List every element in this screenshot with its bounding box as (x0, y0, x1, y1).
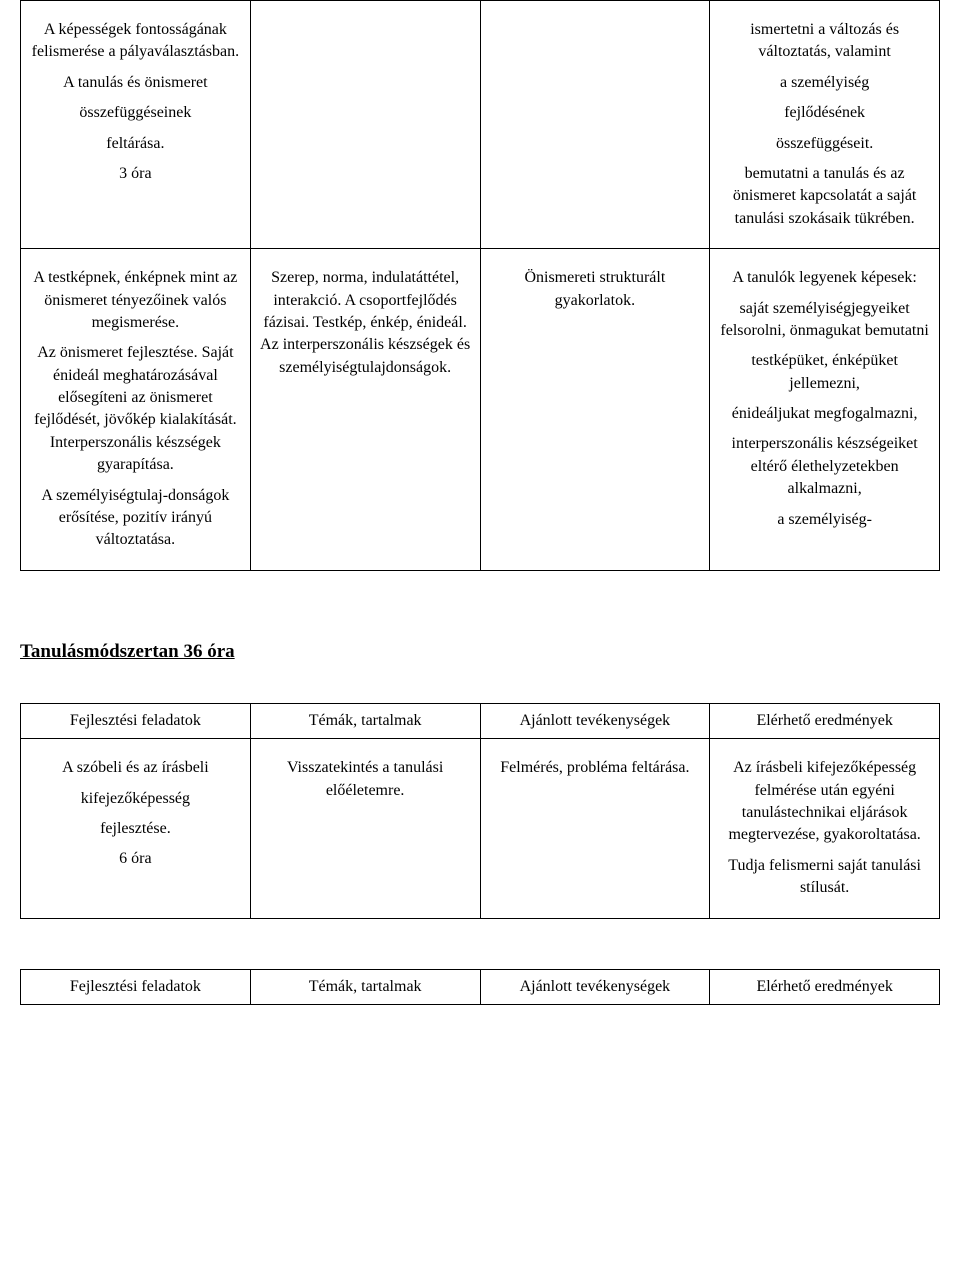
para: 3 óra (27, 163, 244, 185)
table-header-row: Fejlesztési feladatok Témák, tartalmak A… (21, 703, 940, 738)
section-heading: Tanulásmódszertan 36 óra (20, 641, 940, 663)
col-header-topics: Témák, tartalmak (250, 969, 480, 1004)
col-header-outcomes: Elérhető eredmények (710, 703, 940, 738)
para: Tudja felismerni saját tanulási stílusát… (716, 855, 933, 900)
para: Visszatekintés a tanulási előéletemre. (257, 757, 474, 802)
cell-outcomes: ismertetni a változás és változtatás, va… (710, 1, 940, 249)
para: A képességek fontosságának felismerése a… (27, 19, 244, 64)
cell-activities: Felmérés, probléma feltárása. (480, 739, 710, 918)
spacer (20, 919, 940, 969)
para: a személyiség- (716, 509, 933, 531)
para: testképüket, énképüket jellemezni, (716, 350, 933, 395)
page-container: A képességek fontosságának felismerése a… (0, 0, 960, 1267)
cell-outcomes: Az írásbeli kifejezőképesség felmérése u… (710, 739, 940, 918)
para: A tanulók legyenek képesek: (716, 267, 933, 289)
cell-outcomes: A tanulók legyenek képesek: saját személ… (710, 249, 940, 571)
para: Szerep, norma, indulatáttétel, interakci… (257, 267, 474, 379)
col-header-outcomes: Elérhető eredmények (710, 969, 940, 1004)
para: A testképnek, énképnek mint az önismeret… (27, 267, 244, 334)
col-header-tasks: Fejlesztési feladatok (21, 969, 251, 1004)
curriculum-table-1: A képességek fontosságának felismerése a… (20, 0, 940, 571)
table-row: A testképnek, énképnek mint az önismeret… (21, 249, 940, 571)
cell-empty (250, 1, 480, 249)
col-header-tasks: Fejlesztési feladatok (21, 703, 251, 738)
cell-topics: Visszatekintés a tanulási előéletemre. (250, 739, 480, 918)
para: feltárása. (27, 133, 244, 155)
para: fejlődésének (716, 102, 933, 124)
cell-activities: Önismereti strukturált gyakorlatok. (480, 249, 710, 571)
para: A személyiségtulaj-donságok erősítése, p… (27, 485, 244, 552)
para: interperszonális készségeiket eltérő éle… (716, 433, 933, 500)
para: a személyiség (716, 72, 933, 94)
para: bemutatni a tanulás és az önismeret kapc… (716, 163, 933, 230)
para: Az önismeret fejlesztése. Saját énideál … (27, 342, 244, 476)
table-row: A szóbeli és az írásbeli kifejezőképessé… (21, 739, 940, 918)
cell-topics: Szerep, norma, indulatáttétel, interakci… (250, 249, 480, 571)
para: kifejezőképesség (27, 788, 244, 810)
para: saját személyiségjegyeiket felsorolni, ö… (716, 298, 933, 343)
para: Az írásbeli kifejezőképesség felmérése u… (716, 757, 933, 847)
para: 6 óra (27, 848, 244, 870)
cell-objectives: A testképnek, énképnek mint az önismeret… (21, 249, 251, 571)
table-row: A képességek fontosságának felismerése a… (21, 1, 940, 249)
para: összefüggéseit. (716, 133, 933, 155)
para: A tanulás és önismeret (27, 72, 244, 94)
para: összefüggéseinek (27, 102, 244, 124)
para: Felmérés, probléma feltárása. (487, 757, 704, 779)
para: A szóbeli és az írásbeli (27, 757, 244, 779)
cell-objectives: A képességek fontosságának felismerése a… (21, 1, 251, 249)
curriculum-table-2: Fejlesztési feladatok Témák, tartalmak A… (20, 703, 940, 919)
col-header-topics: Témák, tartalmak (250, 703, 480, 738)
col-header-activities: Ajánlott tevékenységek (480, 703, 710, 738)
table-header-row: Fejlesztési feladatok Témák, tartalmak A… (21, 969, 940, 1004)
cell-tasks: A szóbeli és az írásbeli kifejezőképessé… (21, 739, 251, 918)
col-header-activities: Ajánlott tevékenységek (480, 969, 710, 1004)
cell-empty (480, 1, 710, 249)
curriculum-table-3: Fejlesztési feladatok Témák, tartalmak A… (20, 969, 940, 1005)
para: fejlesztése. (27, 818, 244, 840)
para: énideáljukat megfogalmazni, (716, 403, 933, 425)
para: ismertetni a változás és változtatás, va… (716, 19, 933, 64)
para: Önismereti strukturált gyakorlatok. (487, 267, 704, 312)
